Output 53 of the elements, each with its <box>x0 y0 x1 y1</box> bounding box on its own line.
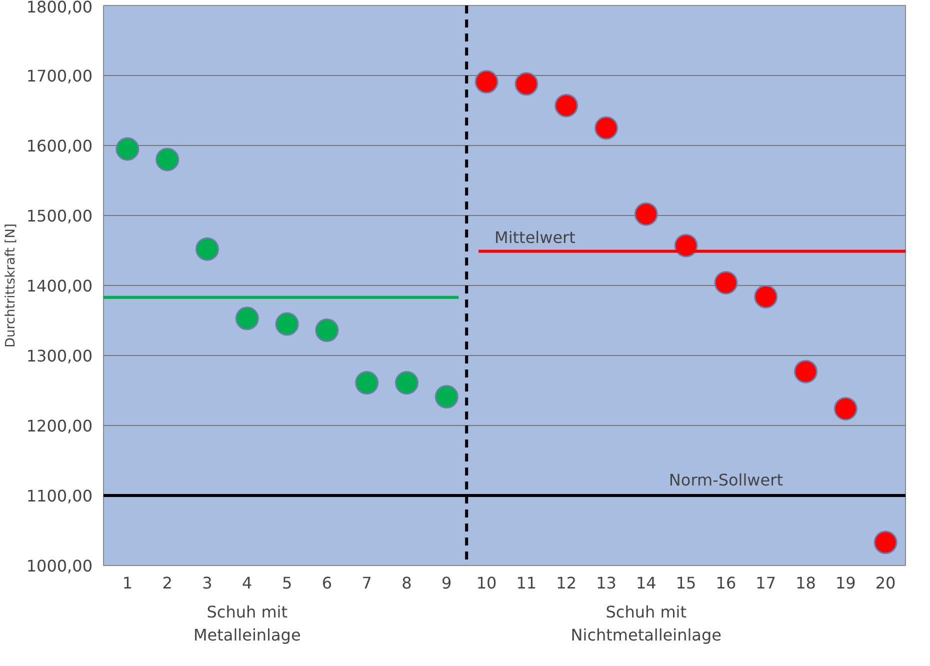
point <box>714 270 738 294</box>
x-tick-label: 6 <box>322 574 332 592</box>
point <box>514 72 538 96</box>
point <box>754 284 778 308</box>
x-tick-label: 20 <box>875 574 896 592</box>
x-tick-label: 7 <box>362 574 372 592</box>
x-tick-label: 18 <box>796 574 816 592</box>
point <box>315 318 339 342</box>
y-tick-label: 1000,00 <box>26 556 93 576</box>
y-tick-label: 1800,00 <box>26 0 93 16</box>
y-tick-label: 1700,00 <box>26 66 93 86</box>
x-tick-label: 19 <box>835 574 856 592</box>
point <box>434 385 458 409</box>
point <box>834 396 858 420</box>
point <box>874 530 898 554</box>
x-tick-label: 17 <box>756 574 776 592</box>
y-tick-label: 1100,00 <box>26 486 93 506</box>
point <box>116 137 140 161</box>
x-tick-label: 10 <box>476 574 497 592</box>
point <box>794 360 818 384</box>
y-tick-label: 1200,00 <box>26 416 93 436</box>
x-tick-label: 9 <box>442 574 452 592</box>
point <box>554 94 578 118</box>
point <box>594 116 618 140</box>
x-tick-label: 13 <box>596 574 616 592</box>
point <box>195 237 219 261</box>
y-tick-label: 1400,00 <box>26 276 93 296</box>
text: Schuh mit Nichtmetalleinlage <box>570 602 722 644</box>
x-tick-label: 14 <box>636 574 656 592</box>
y-tick-label: 1300,00 <box>26 346 93 366</box>
x-tick-label: 5 <box>282 574 292 592</box>
point <box>474 70 498 94</box>
point <box>394 371 418 395</box>
point <box>235 306 259 330</box>
point <box>355 371 379 395</box>
point <box>634 202 658 226</box>
point <box>156 148 180 172</box>
y-axis-title: Durchtrittskraft [N] <box>3 223 18 348</box>
text: Schuh mit Metalleinlage <box>193 602 301 644</box>
x-tick-label: 8 <box>402 574 412 592</box>
annotation: Mittelwert <box>494 228 576 248</box>
y-tick-label: 1600,00 <box>26 136 93 156</box>
ref-line-label: Norm-Sollwert <box>668 470 783 490</box>
x-tick-label: 2 <box>162 574 172 592</box>
x-tick-label: 11 <box>516 574 537 592</box>
point <box>275 312 299 336</box>
x-tick-label: 12 <box>556 574 577 592</box>
x-tick-label: 4 <box>242 574 252 592</box>
x-tick-label: 1 <box>122 574 133 592</box>
x-tick-label: 3 <box>202 574 212 592</box>
x-tick-label: 16 <box>716 574 736 592</box>
y-tick-label: 1500,00 <box>26 206 93 226</box>
x-tick-label: 15 <box>676 574 696 592</box>
